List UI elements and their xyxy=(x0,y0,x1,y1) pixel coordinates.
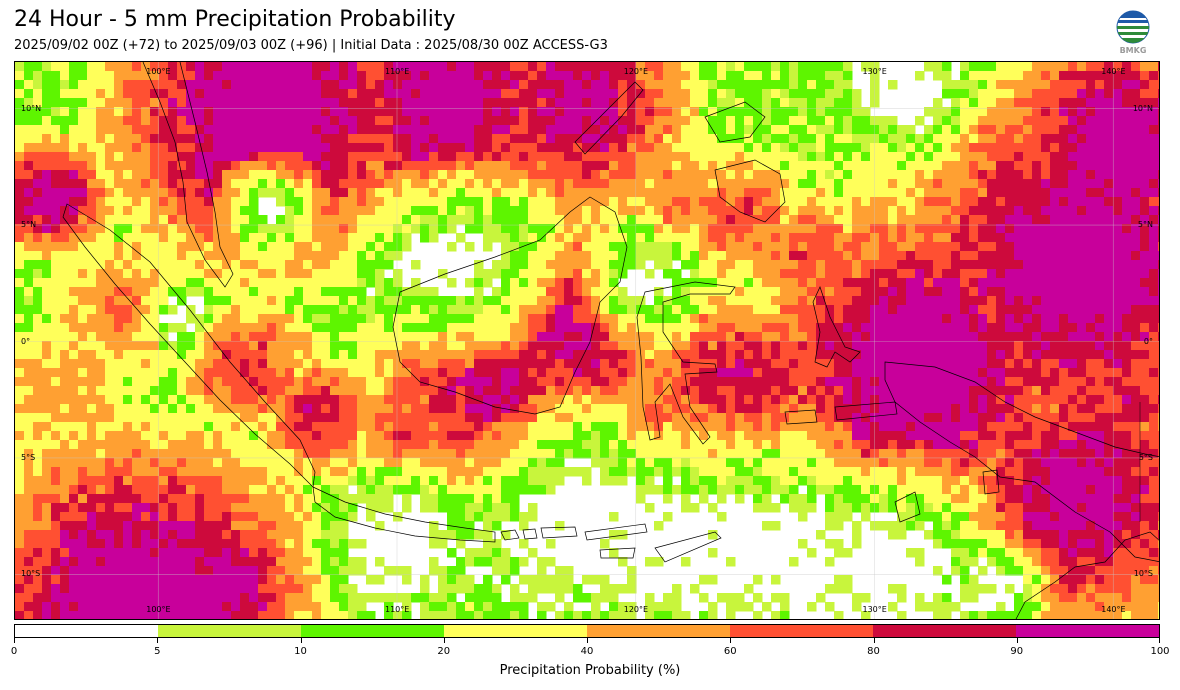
coastline-bali xyxy=(500,529,520,541)
coastline-halmahera xyxy=(812,286,861,368)
colorbar xyxy=(14,624,1160,638)
coastline-australia xyxy=(1015,531,1159,619)
coastline-sulawesi xyxy=(636,281,736,445)
lat-tick-label-left: 10°N xyxy=(21,103,42,113)
coastline-lombok xyxy=(522,528,538,540)
coastline-sumbawa xyxy=(540,526,578,539)
lon-tick-label-top: 130°E xyxy=(862,67,887,76)
colorbar-tick xyxy=(14,638,15,643)
coastline-timor xyxy=(654,531,722,563)
colorbar-segment xyxy=(301,625,444,637)
map-subtitle: 2025/09/02 00Z (+72) to 2025/09/03 00Z (… xyxy=(14,38,608,53)
precipitation-probability-map: 100°E 100°E 110°E 110°E 120°E 120°E 130°E 130°E… xyxy=(14,61,1160,620)
lat-tick-label-left: 5°S xyxy=(21,452,36,462)
coastline-tanimbar xyxy=(894,491,921,523)
colorbar-tick-label: 0 xyxy=(10,646,18,657)
lon-tick-label-top: 110°E xyxy=(385,67,410,76)
lon-tick-label-top: 100°E xyxy=(146,67,171,76)
lat-tick-label-right: 0° xyxy=(1143,336,1153,346)
probability-field xyxy=(15,62,1159,619)
graticule xyxy=(15,62,1159,619)
colorbar-segment xyxy=(15,625,158,637)
colorbar-tick xyxy=(300,638,302,643)
colorbar-tick xyxy=(587,638,588,643)
colorbar-tick-label: 100 xyxy=(1150,646,1170,657)
coastline-palawan xyxy=(574,81,644,155)
coastline-new-guinea xyxy=(884,361,1159,562)
colorbar-segment xyxy=(1016,625,1159,637)
lat-tick-label-left: 0° xyxy=(21,336,31,346)
coastline-mindanao xyxy=(714,159,786,223)
coastline-sumatra xyxy=(62,203,316,488)
colorbar-segment xyxy=(158,625,301,637)
colorbar-tick-label: 20 xyxy=(437,646,451,657)
coastline-flores xyxy=(584,523,648,541)
bmkg-logo-icon: BMKG xyxy=(1114,10,1152,56)
lat-tick-label-right: 10°S xyxy=(1133,569,1153,579)
colorbar-segment xyxy=(730,625,873,637)
colorbar-segment xyxy=(873,625,1016,637)
coastline-malay-peninsula xyxy=(142,62,234,288)
coastline-visayas xyxy=(704,101,766,143)
colorbar-tick xyxy=(873,638,875,643)
coastline-java xyxy=(312,486,496,543)
colorbar-tick xyxy=(157,638,159,643)
coastline-buru xyxy=(784,409,818,425)
logo-text: BMKG xyxy=(1120,46,1147,55)
colorbar-tick-label: 10 xyxy=(294,646,307,657)
lat-tick-label-right: 10°N xyxy=(1132,103,1153,113)
colorbar-tick-label: 90 xyxy=(1010,646,1024,657)
lon-tick-label-bottom: 100°E xyxy=(146,605,171,614)
colorbar-tick xyxy=(1016,638,1018,643)
colorbar-segment xyxy=(587,625,730,637)
coastline-sumba xyxy=(599,547,636,559)
lon-tick-label-bottom: 110°E xyxy=(385,605,410,614)
colorbar-tick xyxy=(730,638,732,643)
colorbar-tick-label: 80 xyxy=(867,646,880,657)
lon-tick-label-bottom: 140°E xyxy=(1101,605,1126,614)
colorbar-tick xyxy=(443,638,445,643)
lat-tick-label-left: 10°S xyxy=(21,569,41,579)
lon-tick-label-bottom: 120°E xyxy=(623,605,649,614)
coastline-aru xyxy=(982,469,1000,495)
colorbar-tick-label: 40 xyxy=(580,646,594,657)
lat-tick-label-left: 5°N xyxy=(21,220,37,230)
map-title: 24 Hour - 5 mm Precipitation Probability xyxy=(14,7,456,32)
colorbar-tick xyxy=(1159,638,1160,643)
lon-tick-label-top: 140°E xyxy=(1101,67,1126,76)
lon-tick-label-bottom: 130°E xyxy=(862,605,887,614)
lat-tick-label-right: 5°S xyxy=(1138,452,1153,462)
coastline-seram xyxy=(834,401,898,421)
colorbar-tick-label: 60 xyxy=(723,646,737,657)
colorbar-segment xyxy=(444,625,587,637)
lon-tick-label-top: 120°E xyxy=(623,67,649,76)
coastline-borneo xyxy=(392,196,628,415)
lat-tick-label-right: 5°N xyxy=(1137,220,1153,230)
colorbar-title: Precipitation Probability (%) xyxy=(499,663,681,678)
colorbar-tick-label: 5 xyxy=(154,646,161,657)
